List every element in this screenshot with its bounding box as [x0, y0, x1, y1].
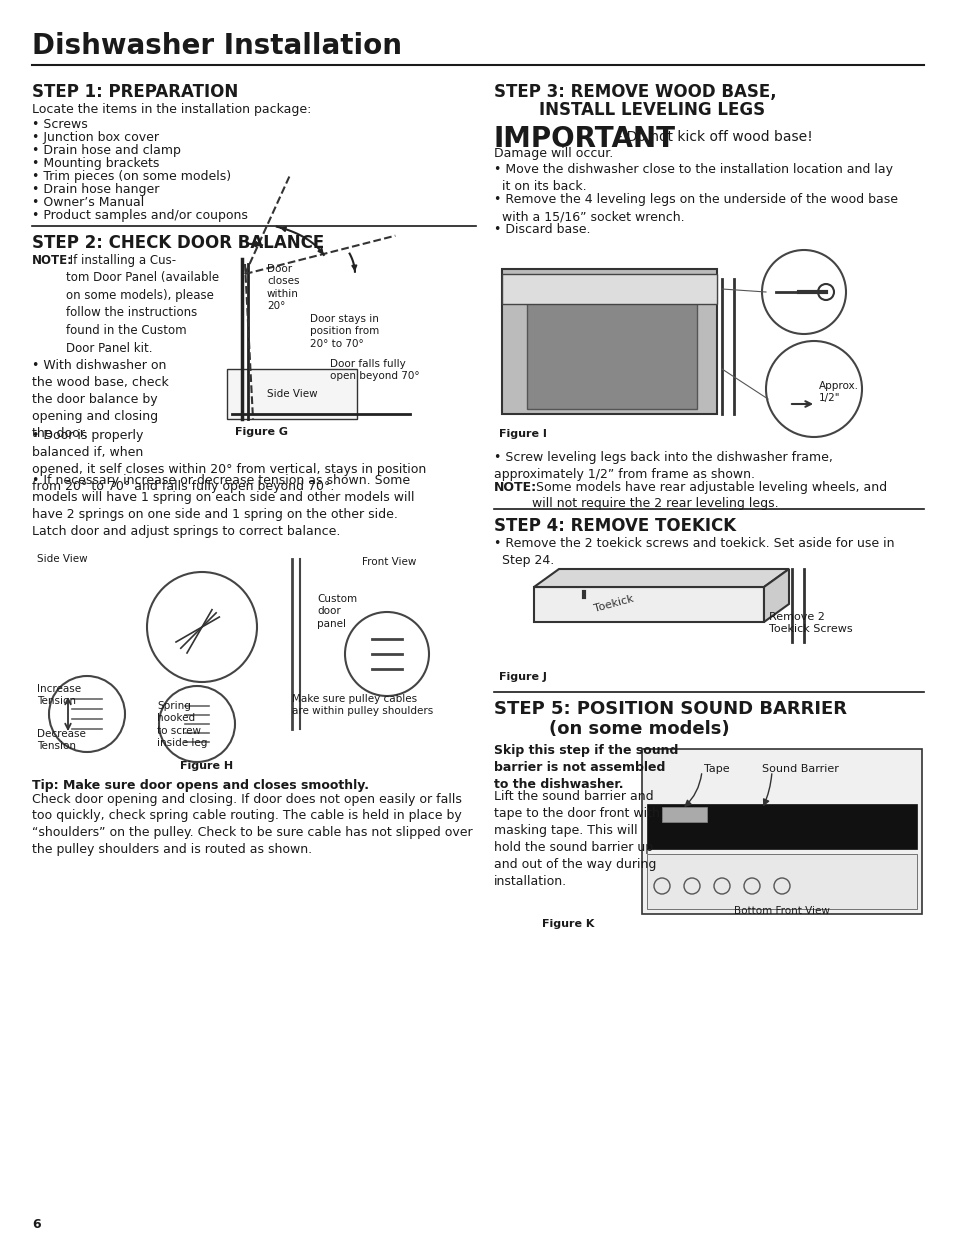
FancyBboxPatch shape [526, 284, 697, 409]
FancyBboxPatch shape [494, 567, 923, 682]
Text: IMPORTANT: IMPORTANT [494, 125, 676, 153]
Text: STEP 3: REMOVE WOOD BASE,: STEP 3: REMOVE WOOD BASE, [494, 83, 776, 101]
FancyBboxPatch shape [646, 853, 916, 909]
FancyBboxPatch shape [227, 369, 356, 419]
Text: Figure H: Figure H [180, 761, 233, 771]
Text: NOTE:: NOTE: [494, 480, 537, 494]
FancyBboxPatch shape [646, 804, 916, 848]
Text: Damage will occur.: Damage will occur. [494, 147, 613, 161]
Text: Dishwasher Installation: Dishwasher Installation [32, 32, 401, 61]
Circle shape [240, 374, 250, 384]
Text: • Move the dishwasher close to the installation location and lay
  it on its bac: • Move the dishwasher close to the insta… [494, 163, 892, 193]
Text: Door stays in
position from
20° to 70°: Door stays in position from 20° to 70° [310, 314, 379, 348]
Text: • Drain hose hanger: • Drain hose hanger [32, 183, 159, 196]
Text: • Screws: • Screws [32, 119, 88, 131]
Text: STEP 4: REMOVE TOEKICK: STEP 4: REMOVE TOEKICK [494, 517, 736, 535]
Text: Increase
Tension: Increase Tension [37, 684, 81, 706]
Text: Some models have rear adjustable leveling wheels, and
will not require the 2 rea: Some models have rear adjustable levelin… [532, 480, 886, 510]
Text: Bottom Front View: Bottom Front View [733, 906, 829, 916]
Text: Remove 2
Toekick Screws: Remove 2 Toekick Screws [768, 613, 852, 635]
Text: Tip: Make sure door opens and closes smoothly.: Tip: Make sure door opens and closes smo… [32, 779, 369, 792]
Text: • If necessary increase or decrease tension as shown. Some
models will have 1 sp: • If necessary increase or decrease tens… [32, 474, 414, 538]
Text: Approx.
1/2": Approx. 1/2" [818, 382, 858, 404]
FancyBboxPatch shape [501, 269, 717, 414]
Text: Lift the sound barrier and
tape to the door front with
masking tape. This will
h: Lift the sound barrier and tape to the d… [494, 790, 659, 888]
Text: Figure I: Figure I [498, 429, 546, 438]
Text: Figure G: Figure G [235, 427, 288, 437]
Text: STEP 1: PREPARATION: STEP 1: PREPARATION [32, 83, 238, 101]
FancyBboxPatch shape [641, 748, 921, 914]
FancyBboxPatch shape [494, 245, 923, 438]
Text: Figure J: Figure J [498, 672, 546, 682]
Text: • Remove the 2 toekick screws and toekick. Set aside for use in
  Step 24.: • Remove the 2 toekick screws and toekic… [494, 537, 894, 567]
Text: Custom
door
panel: Custom door panel [316, 594, 356, 629]
Text: Door falls fully
open beyond 70°: Door falls fully open beyond 70° [330, 359, 419, 382]
Text: • With dishwasher on
the wood base, check
the door balance by
opening and closin: • With dishwasher on the wood base, chec… [32, 359, 169, 440]
Text: • Junction box cover: • Junction box cover [32, 131, 159, 144]
FancyBboxPatch shape [661, 806, 706, 823]
FancyBboxPatch shape [32, 550, 476, 769]
Text: Decrease
Tension: Decrease Tension [37, 729, 86, 751]
Text: • Trim pieces (on some models): • Trim pieces (on some models) [32, 170, 231, 183]
Text: Toekick: Toekick [593, 594, 635, 614]
Text: If installing a Cus-
tom Door Panel (available
on some models), please
follow th: If installing a Cus- tom Door Panel (ava… [66, 254, 219, 354]
Text: • Drain hose and clamp: • Drain hose and clamp [32, 144, 181, 157]
Text: STEP 5: POSITION SOUND BARRIER: STEP 5: POSITION SOUND BARRIER [494, 700, 846, 718]
Text: STEP 2: CHECK DOOR BALANCE: STEP 2: CHECK DOOR BALANCE [32, 233, 324, 252]
Text: • Remove the 4 leveling legs on the underside of the wood base
  with a 15/16” s: • Remove the 4 leveling legs on the unde… [494, 193, 897, 224]
Text: Locate the items in the installation package:: Locate the items in the installation pac… [32, 103, 311, 116]
Text: Spring
hooked
to screw
inside leg: Spring hooked to screw inside leg [157, 701, 207, 748]
Text: Tape: Tape [703, 764, 729, 774]
Text: • Door is properly
balanced if, when
opened, it self closes within 20° from vert: • Door is properly balanced if, when ope… [32, 429, 426, 493]
Text: • Owner’s Manual: • Owner’s Manual [32, 196, 144, 209]
Text: Door
closes
within
20°: Door closes within 20° [267, 264, 299, 311]
Text: • Product samples and/or coupons: • Product samples and/or coupons [32, 209, 248, 222]
FancyBboxPatch shape [534, 587, 763, 622]
Text: • Mounting brackets: • Mounting brackets [32, 157, 159, 170]
Text: 6: 6 [32, 1218, 41, 1231]
Text: INSTALL LEVELING LEGS: INSTALL LEVELING LEGS [538, 101, 764, 119]
Text: Front View: Front View [361, 557, 416, 567]
Polygon shape [534, 569, 788, 587]
Text: • Discard base.: • Discard base. [494, 224, 590, 236]
Text: Side View: Side View [267, 389, 317, 399]
Text: – Do not kick off wood base!: – Do not kick off wood base! [610, 130, 812, 144]
Text: Check door opening and closing. If door does not open easily or falls
too quickl: Check door opening and closing. If door … [32, 793, 472, 856]
Text: Side View: Side View [37, 555, 88, 564]
Polygon shape [763, 569, 788, 622]
FancyBboxPatch shape [501, 274, 717, 304]
Text: Make sure pulley cables
are within pulley shoulders: Make sure pulley cables are within pulle… [292, 694, 433, 716]
Text: Sound Barrier: Sound Barrier [761, 764, 838, 774]
Text: (on some models): (on some models) [548, 720, 729, 739]
Text: NOTE:: NOTE: [32, 254, 73, 267]
Text: Skip this step if the sound
barrier is not assembled
to the dishwasher.: Skip this step if the sound barrier is n… [494, 743, 678, 790]
Text: • Screw leveling legs back into the dishwasher frame,
approximately 1/2” from fr: • Screw leveling legs back into the dish… [494, 451, 832, 480]
Text: Figure K: Figure K [541, 919, 594, 929]
